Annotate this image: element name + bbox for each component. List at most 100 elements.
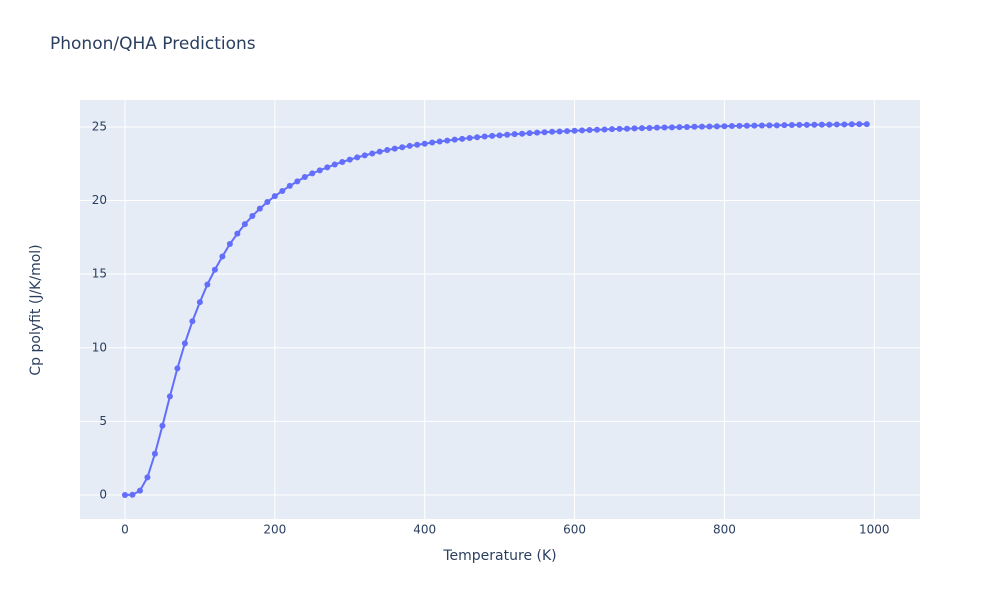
marker xyxy=(451,136,458,143)
marker xyxy=(758,122,765,129)
marker xyxy=(339,158,346,165)
chart-title: Phonon/QHA Predictions xyxy=(50,34,256,54)
marker xyxy=(361,152,368,159)
marker xyxy=(661,124,668,131)
marker xyxy=(181,340,188,347)
marker xyxy=(691,123,698,130)
marker xyxy=(564,128,571,135)
marker xyxy=(781,122,788,129)
marker xyxy=(241,221,248,228)
marker xyxy=(504,131,511,138)
marker xyxy=(309,170,316,177)
marker xyxy=(579,127,586,134)
marker xyxy=(444,137,451,144)
marker xyxy=(653,124,660,131)
marker xyxy=(459,135,466,142)
y-tick-label: 5 xyxy=(99,414,107,428)
marker xyxy=(271,193,278,200)
marker xyxy=(121,492,128,499)
marker xyxy=(519,130,526,137)
marker xyxy=(384,147,391,154)
marker xyxy=(541,129,548,136)
marker xyxy=(256,205,263,212)
marker xyxy=(174,365,181,372)
marker xyxy=(324,164,331,171)
marker xyxy=(848,121,855,128)
marker xyxy=(586,127,593,134)
marker xyxy=(856,121,863,128)
y-tick-label: 15 xyxy=(92,267,107,281)
marker xyxy=(526,130,533,137)
marker xyxy=(556,128,563,135)
line xyxy=(124,123,867,497)
marker xyxy=(616,125,623,132)
marker xyxy=(496,132,503,139)
marker xyxy=(489,132,496,139)
marker xyxy=(833,121,840,128)
marker xyxy=(646,124,653,131)
marker xyxy=(676,124,683,131)
marker xyxy=(788,122,795,129)
marker xyxy=(594,126,601,133)
y-tick-label: 25 xyxy=(92,119,107,133)
marker xyxy=(511,131,518,138)
x-tick-label: 200 xyxy=(263,523,286,537)
marker xyxy=(211,266,218,273)
marker xyxy=(773,122,780,129)
marker xyxy=(728,123,735,130)
x-tick-label: 1000 xyxy=(859,523,890,537)
marker xyxy=(811,121,818,128)
y-tick-label: 10 xyxy=(92,340,107,354)
marker xyxy=(414,141,421,148)
marker xyxy=(826,121,833,128)
marker xyxy=(766,122,773,129)
marker xyxy=(624,125,631,132)
marker xyxy=(294,178,301,185)
marker xyxy=(841,121,848,128)
marker xyxy=(638,125,645,132)
marker xyxy=(234,230,241,237)
marker xyxy=(219,253,226,260)
marker xyxy=(818,121,825,128)
marker xyxy=(713,123,720,130)
marker xyxy=(736,122,743,129)
marker xyxy=(144,474,151,481)
marker xyxy=(429,139,436,146)
marker xyxy=(683,123,690,130)
x-tick-label: 600 xyxy=(563,523,586,537)
marker xyxy=(466,134,473,141)
marker xyxy=(129,491,136,498)
marker xyxy=(196,299,203,306)
marker xyxy=(668,124,675,131)
marker xyxy=(803,121,810,128)
marker xyxy=(286,182,293,189)
x-axis-title: Temperature (K) xyxy=(442,548,556,564)
marker xyxy=(549,128,556,135)
marker xyxy=(159,422,166,429)
marker xyxy=(534,129,541,136)
marker xyxy=(376,148,383,155)
marker xyxy=(249,213,256,220)
marker xyxy=(571,127,578,134)
marker xyxy=(481,133,488,140)
marker xyxy=(421,140,428,147)
marker xyxy=(796,121,803,128)
plot-area xyxy=(80,100,920,519)
y-axis-title: Cp polyfit (J/K/mol) xyxy=(28,244,44,375)
marker xyxy=(863,121,870,128)
marker xyxy=(331,161,338,168)
x-tick-label: 400 xyxy=(413,523,436,537)
x-tick-label: 800 xyxy=(713,523,736,537)
marker xyxy=(391,145,398,152)
marker xyxy=(601,126,608,133)
marker xyxy=(706,123,713,130)
marker xyxy=(609,126,616,133)
marker xyxy=(151,450,158,457)
marker xyxy=(751,122,758,129)
marker xyxy=(698,123,705,130)
marker xyxy=(316,167,323,174)
marker xyxy=(189,318,196,325)
marker xyxy=(631,125,638,132)
marker xyxy=(474,134,481,141)
